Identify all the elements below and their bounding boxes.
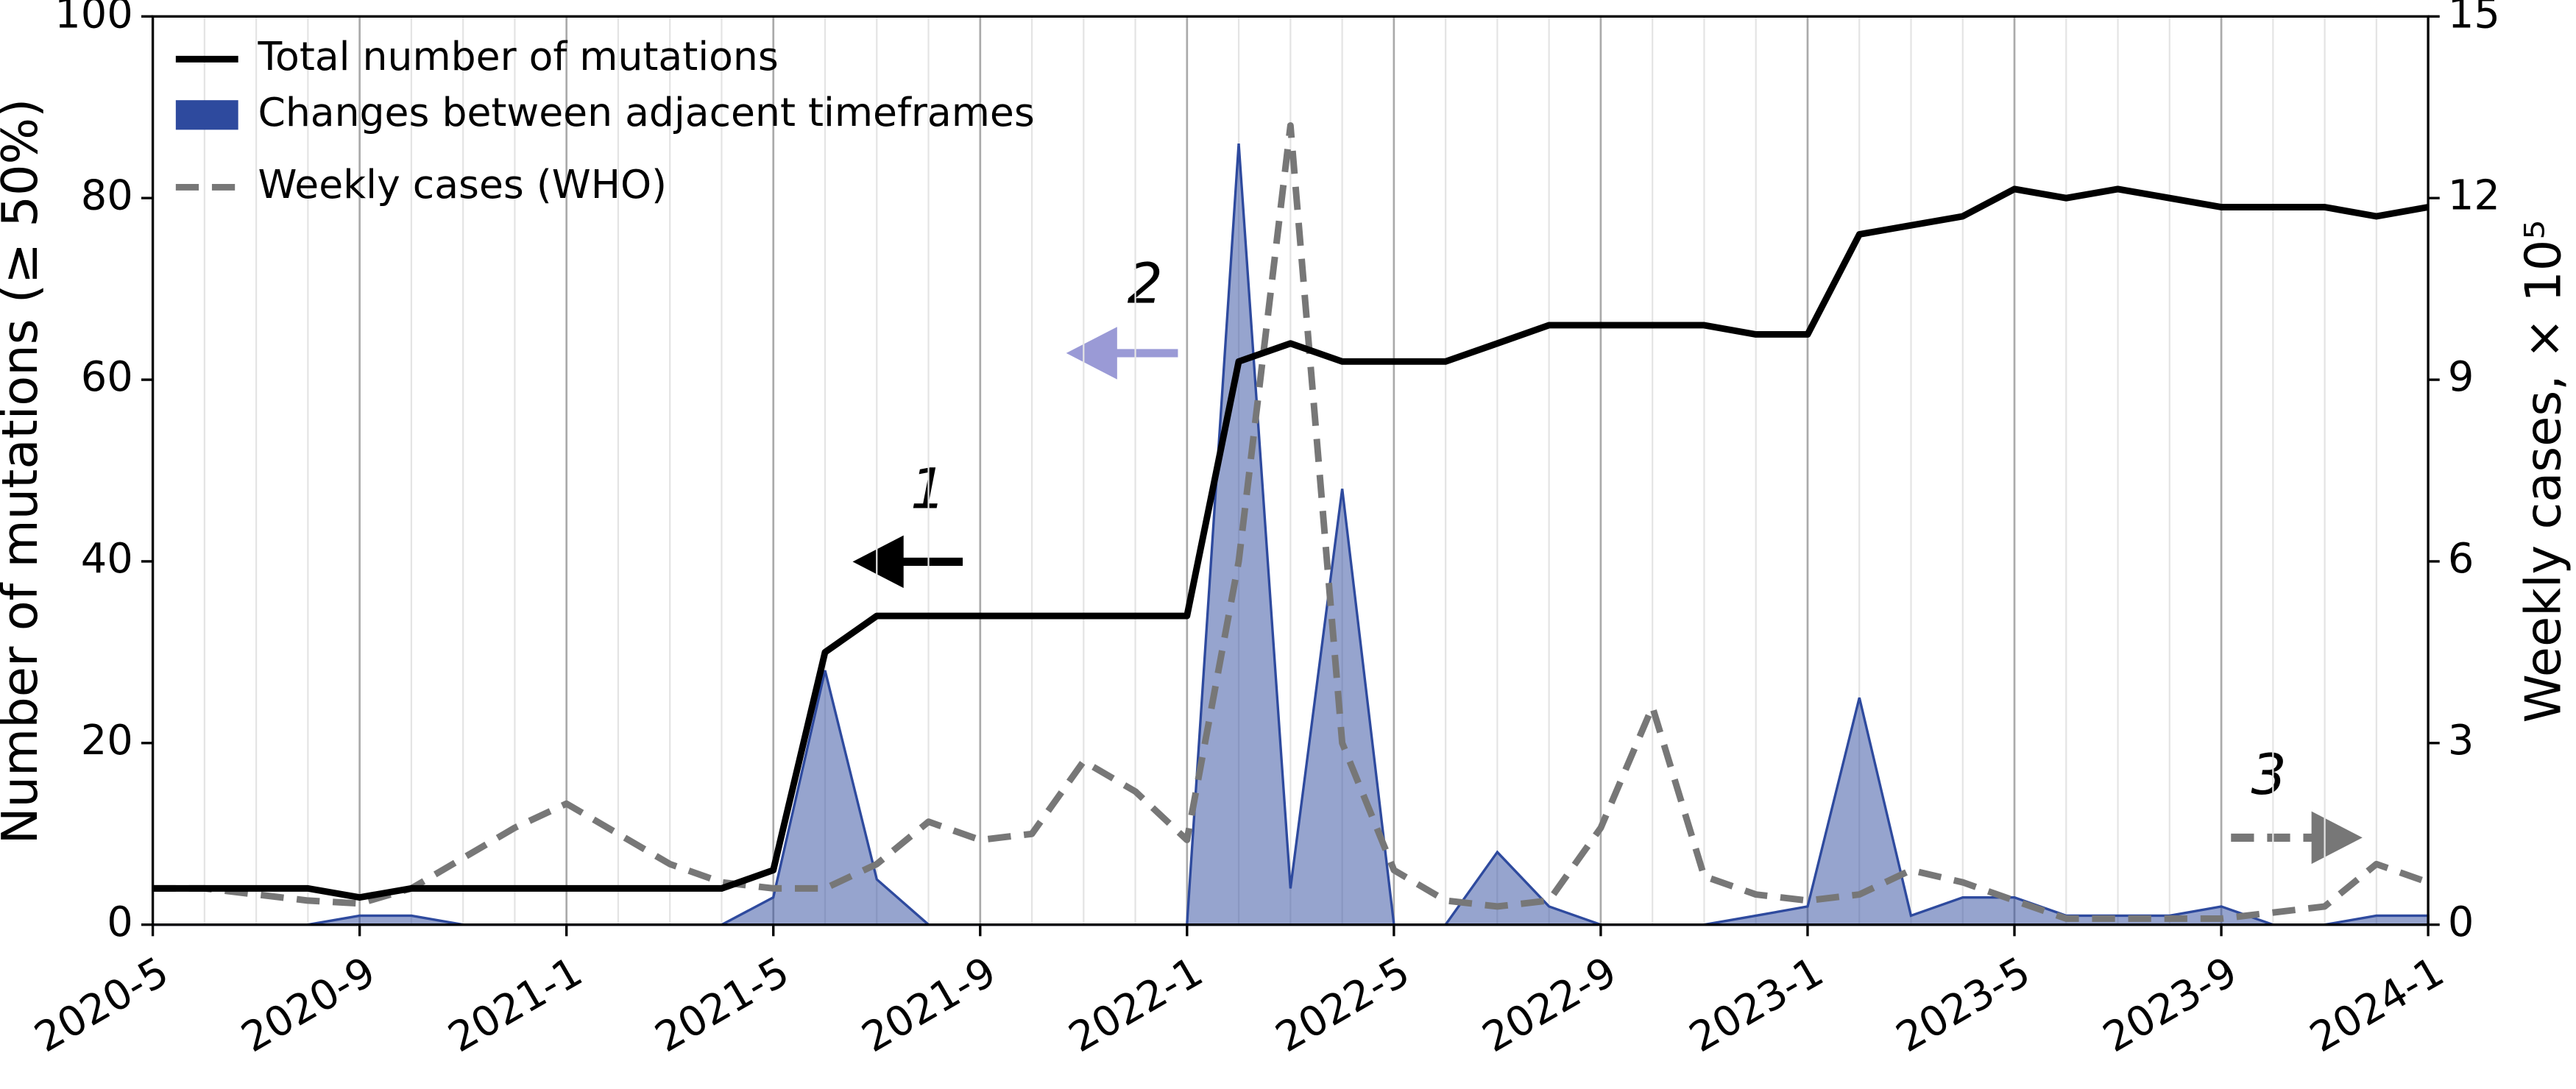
legend-label: Weekly cases (WHO) [258,161,667,207]
x-tick-label: 2020-9 [233,948,383,1062]
y-tick-label: 60 [81,353,133,401]
x-tick-label: 2023-5 [1889,948,2039,1062]
y2-tick-label: 12 [2448,171,2500,219]
line [152,122,2430,922]
line [152,185,2429,901]
x-tick-label: 2021-5 [647,948,797,1062]
annotation: 2 [1128,252,1163,316]
annotation-arrows [852,327,2363,865]
y-tick-label: 40 [81,535,133,583]
x-tick-label: 2021-9 [854,948,1005,1062]
plot-frame [151,15,2430,926]
x-tick-label: 2022-5 [1268,948,1418,1062]
x-tick-label: 2022-1 [1061,948,1211,1062]
y2-axis-label: Weekly cases, × 10⁵ [2514,220,2572,723]
legend-swatch [175,100,238,130]
y-tick-label: 100 [54,0,133,38]
legend-label: Changes between adjacent timeframes [258,89,1034,135]
x-tick-label: 2023-9 [2095,948,2246,1062]
y-axis-label: Number of mutations (≥ 50%) [0,99,49,845]
y2-tick-label: 0 [2448,898,2474,946]
x-tick-label: 2023-1 [1682,948,1832,1062]
y-tick-label: 20 [81,717,133,765]
annotation: 3 [2251,742,2286,807]
y2-tick-label: 3 [2448,717,2474,765]
y-tick-label: 80 [81,171,133,219]
x-tick-label: 2022-9 [1475,948,1625,1062]
y-tick-label: 0 [107,898,133,946]
y2-tick-label: 9 [2448,353,2474,401]
x-tick-label: 2021-1 [440,948,590,1062]
x-tick-label: 2024-1 [2302,948,2452,1062]
x-tick-label: 2020-5 [26,948,177,1062]
y2-tick-label: 6 [2448,535,2474,583]
y2-tick-label: 15 [2448,0,2500,38]
legend-label: Total number of mutations [257,33,778,79]
